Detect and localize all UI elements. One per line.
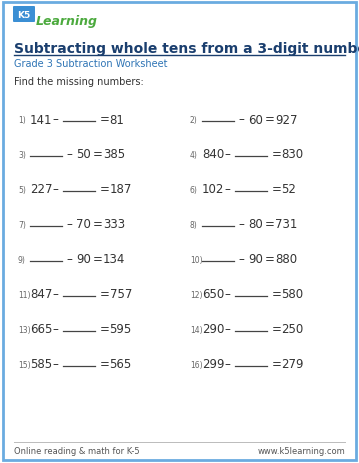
Text: –: –: [225, 323, 230, 336]
Text: 50: 50: [76, 148, 91, 161]
Text: 299: 299: [202, 358, 224, 371]
Text: –: –: [66, 148, 72, 161]
FancyBboxPatch shape: [13, 7, 35, 23]
Text: –: –: [66, 218, 72, 231]
Text: 15): 15): [18, 360, 31, 369]
Text: 585: 585: [30, 358, 52, 371]
Text: =: =: [272, 358, 281, 371]
FancyBboxPatch shape: [3, 3, 356, 460]
Text: Grade 3 Subtraction Worksheet: Grade 3 Subtraction Worksheet: [14, 59, 168, 69]
Text: =: =: [99, 113, 109, 126]
Text: 9): 9): [18, 256, 26, 264]
Text: 8): 8): [190, 220, 198, 230]
Text: –: –: [238, 218, 244, 231]
Text: 580: 580: [281, 288, 304, 301]
Text: 731: 731: [275, 218, 297, 231]
Text: =: =: [272, 148, 281, 161]
Text: 60: 60: [248, 113, 263, 126]
Text: –: –: [225, 148, 230, 161]
Text: 3): 3): [18, 150, 26, 160]
Text: 2): 2): [190, 116, 198, 125]
Text: Online reading & math for K-5: Online reading & math for K-5: [14, 446, 140, 456]
Text: –: –: [66, 253, 72, 266]
Text: =: =: [99, 288, 109, 301]
Text: 16): 16): [190, 360, 202, 369]
Text: Learning: Learning: [36, 15, 98, 28]
Text: –: –: [225, 288, 230, 301]
Text: –: –: [53, 323, 59, 336]
Text: www.k5learning.com: www.k5learning.com: [257, 446, 345, 456]
Text: Find the missing numbers:: Find the missing numbers:: [14, 77, 144, 87]
Text: 650: 650: [202, 288, 224, 301]
Text: 6): 6): [190, 186, 198, 194]
Text: =: =: [272, 183, 281, 196]
Text: 880: 880: [275, 253, 297, 266]
Text: =: =: [265, 113, 275, 126]
Text: 830: 830: [281, 148, 304, 161]
Text: –: –: [53, 358, 59, 371]
Text: =: =: [272, 323, 281, 336]
Text: 11): 11): [18, 290, 31, 300]
Text: =: =: [265, 218, 275, 231]
Text: 840: 840: [202, 148, 224, 161]
Text: 12): 12): [190, 290, 202, 300]
Text: 847: 847: [30, 288, 52, 301]
Text: 665: 665: [30, 323, 52, 336]
Text: 141: 141: [30, 113, 52, 126]
Text: 134: 134: [103, 253, 125, 266]
Text: 565: 565: [109, 358, 132, 371]
Text: –: –: [53, 183, 59, 196]
Text: 290: 290: [202, 323, 224, 336]
Text: =: =: [99, 323, 109, 336]
Text: =: =: [99, 183, 109, 196]
Text: 4): 4): [190, 150, 198, 160]
Text: 595: 595: [109, 323, 132, 336]
Text: Subtracting whole tens from a 3-digit number: Subtracting whole tens from a 3-digit nu…: [14, 42, 359, 56]
Text: 757: 757: [109, 288, 132, 301]
Text: 1): 1): [18, 116, 26, 125]
Text: 227: 227: [30, 183, 52, 196]
Text: =: =: [93, 148, 103, 161]
Text: –: –: [238, 113, 244, 126]
Text: =: =: [265, 253, 275, 266]
Text: 80: 80: [248, 218, 263, 231]
Text: 70: 70: [76, 218, 91, 231]
Text: 90: 90: [76, 253, 91, 266]
Text: K5: K5: [17, 11, 31, 19]
Text: –: –: [238, 253, 244, 266]
Text: 10): 10): [190, 256, 202, 264]
Text: =: =: [99, 358, 109, 371]
Text: 5): 5): [18, 186, 26, 194]
Text: =: =: [93, 253, 103, 266]
Text: 927: 927: [275, 113, 298, 126]
Text: 90: 90: [248, 253, 263, 266]
Text: 385: 385: [103, 148, 125, 161]
Text: 81: 81: [109, 113, 125, 126]
Text: =: =: [272, 288, 281, 301]
Text: 187: 187: [109, 183, 132, 196]
Text: 14): 14): [190, 325, 202, 334]
Text: =: =: [93, 218, 103, 231]
Text: 7): 7): [18, 220, 26, 230]
Text: 13): 13): [18, 325, 31, 334]
Text: –: –: [225, 358, 230, 371]
Text: –: –: [225, 183, 230, 196]
Text: 250: 250: [281, 323, 304, 336]
Text: 102: 102: [202, 183, 224, 196]
Text: 279: 279: [281, 358, 304, 371]
Text: 333: 333: [103, 218, 125, 231]
Text: –: –: [53, 288, 59, 301]
Text: –: –: [53, 113, 59, 126]
Text: 52: 52: [281, 183, 297, 196]
